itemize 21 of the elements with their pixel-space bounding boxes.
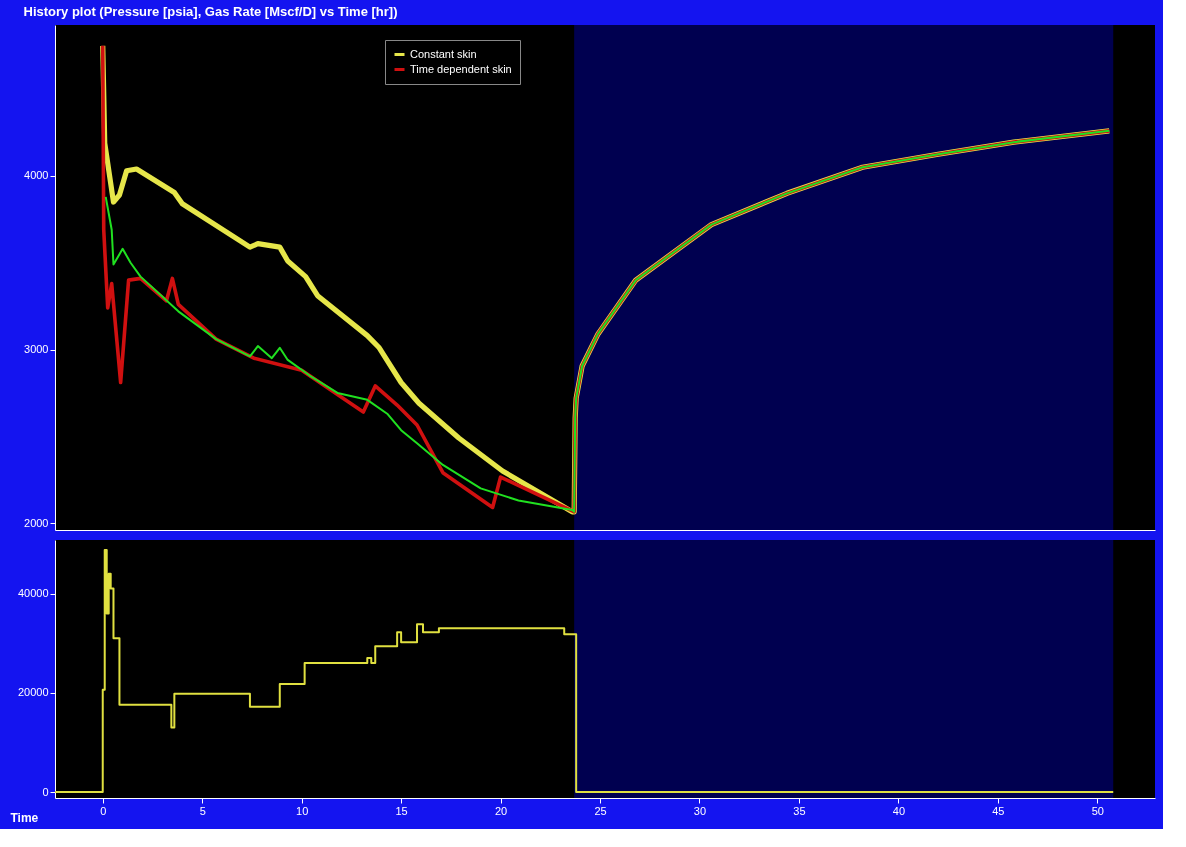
- x-tick-label: 35: [793, 804, 806, 817]
- x-tick-label: 20: [494, 804, 508, 817]
- y-tick-label: 3000: [24, 343, 49, 356]
- x-tick-label: 45: [992, 804, 1005, 817]
- x-tick-label: 5: [199, 804, 206, 817]
- x-tick-label: 10: [296, 804, 309, 817]
- y-tick-label: 2000: [24, 516, 49, 529]
- y-tick-label: 0: [42, 785, 49, 798]
- x-tick-label: 0: [100, 804, 107, 817]
- chart-title: History plot (Pressure [psia], Gas Rate [Mscf/D] vs Time [hr]): [23, 4, 398, 19]
- x-tick-label: 30: [693, 804, 707, 817]
- y-tick-label: 20000: [17, 686, 49, 699]
- y-tick-label: 40000: [17, 587, 49, 600]
- x-tick-label: 40: [892, 804, 906, 817]
- x-tick-label: 50: [1091, 804, 1104, 817]
- x-axis-title: Time: [10, 810, 39, 825]
- y-tick-label: 4000: [24, 169, 49, 182]
- x-tick-label: 25: [594, 804, 607, 817]
- x-tick-label: 15: [395, 804, 408, 817]
- legend-label: Time dependent skin: [410, 62, 512, 75]
- legend-label: Constant skin: [410, 47, 477, 60]
